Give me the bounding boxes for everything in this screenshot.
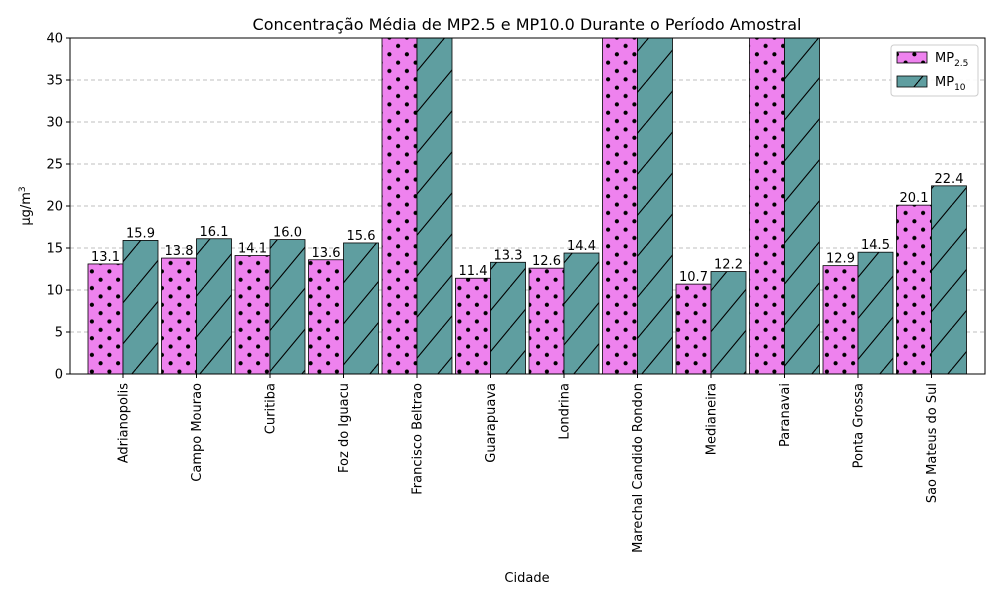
bar-10 <box>563 252 600 374</box>
x-tick-label: Curitiba <box>264 383 279 434</box>
x-axis-label: Cidade <box>504 571 549 586</box>
bar-25 <box>675 283 712 374</box>
bar-10 <box>857 251 894 374</box>
y-axis-label: µg/m3 <box>18 186 34 225</box>
x-tick-label: Paranavai <box>778 383 793 447</box>
x-tick-label: Campo Mourao <box>190 383 205 482</box>
bar-value-label: 20.1 <box>900 191 929 206</box>
bar-value-label: 11.4 <box>459 264 488 279</box>
bar-10 <box>784 38 820 374</box>
bar-value-label: 15.9 <box>126 226 155 241</box>
chart-title: Concentração Média de MP2.5 e MP10.0 Dur… <box>253 15 802 34</box>
bar-25 <box>822 265 859 374</box>
bar-value-label: 13.6 <box>312 246 341 261</box>
legend-swatch <box>896 75 928 88</box>
x-tick-label: Londrina <box>558 383 573 440</box>
y-tick-label: 10 <box>46 284 63 299</box>
x-tick-label: Marechal Candido Rondon <box>631 383 646 553</box>
x-tick-label: Sao Mateus do Sul <box>925 383 940 503</box>
bar-10 <box>416 38 453 374</box>
x-axis: Adrianopolis Campo Mourao Curitiba Foz do I… <box>117 374 940 553</box>
bar-value-label: 16.1 <box>200 225 229 240</box>
bar-25 <box>234 255 271 374</box>
bar-value-label: 22.4 <box>935 172 964 187</box>
bar-25 <box>602 38 638 374</box>
bar-value-label: 15.6 <box>347 229 376 244</box>
bar-10 <box>931 185 967 374</box>
x-tick-label: Ponta Grossa <box>852 383 867 468</box>
y-tick-label: 40 <box>46 32 63 47</box>
bar-10 <box>710 271 747 374</box>
y-axis: 0 5 10 15 20 25 30 35 40 <box>46 32 70 383</box>
bar-25 <box>455 277 491 374</box>
grid-lines <box>70 79 985 333</box>
y-tick-label: 20 <box>46 200 63 215</box>
bar-value-label: 13.8 <box>165 244 194 259</box>
bar-value-label: 14.1 <box>238 242 267 257</box>
bar-value-label: 12.6 <box>532 254 561 269</box>
bar-value-label: 14.4 <box>567 239 596 254</box>
legend: MP2.5 MP10 <box>890 44 979 97</box>
bar-10 <box>269 239 306 374</box>
x-tick-label: Guarapuava <box>484 383 499 463</box>
y-tick-label: 0 <box>55 368 63 383</box>
bar-value-label: 16.0 <box>273 226 302 241</box>
bar-25 <box>308 259 344 374</box>
bar-value-label: 13.3 <box>494 248 523 263</box>
bar-25 <box>87 263 124 374</box>
bar-value-label: 10.7 <box>679 270 708 285</box>
bar-25 <box>528 267 565 374</box>
x-tick-label: Francisco Beltrao <box>411 383 426 495</box>
bar-value-label: 13.1 <box>91 250 120 265</box>
x-tick-label: Foz do Iguacu <box>337 383 352 473</box>
bar-10 <box>122 240 159 374</box>
x-tick-label: Medianeira <box>705 383 720 455</box>
bar-10 <box>196 238 232 374</box>
y-tick-label: 5 <box>55 326 63 341</box>
y-tick-label: 25 <box>46 158 63 173</box>
bar-10 <box>637 38 673 374</box>
y-tick-label: 15 <box>46 242 63 257</box>
bars <box>87 38 967 374</box>
bar-value-label: 14.5 <box>861 238 890 253</box>
legend-swatch <box>896 51 928 64</box>
legend-label: MP10 <box>935 75 966 93</box>
bar-25 <box>161 257 197 374</box>
bar-value-label: 12.2 <box>714 258 743 273</box>
x-tick-label: Adrianopolis <box>117 383 132 463</box>
y-tick-label: 35 <box>46 74 63 89</box>
bar-25 <box>749 38 785 374</box>
bar-25 <box>896 204 932 374</box>
y-tick-label: 30 <box>46 116 63 131</box>
bar-25 <box>381 38 418 374</box>
bar-value-label: 12.9 <box>826 252 855 267</box>
bar-10 <box>343 242 379 374</box>
bar-labels: 13.1 15.9 13.8 16.1 14.1 16.0 13.6 15.6 11.4 13.3… <box>91 172 963 285</box>
legend-label: MP2.5 <box>935 51 968 69</box>
bar-10 <box>490 261 526 374</box>
